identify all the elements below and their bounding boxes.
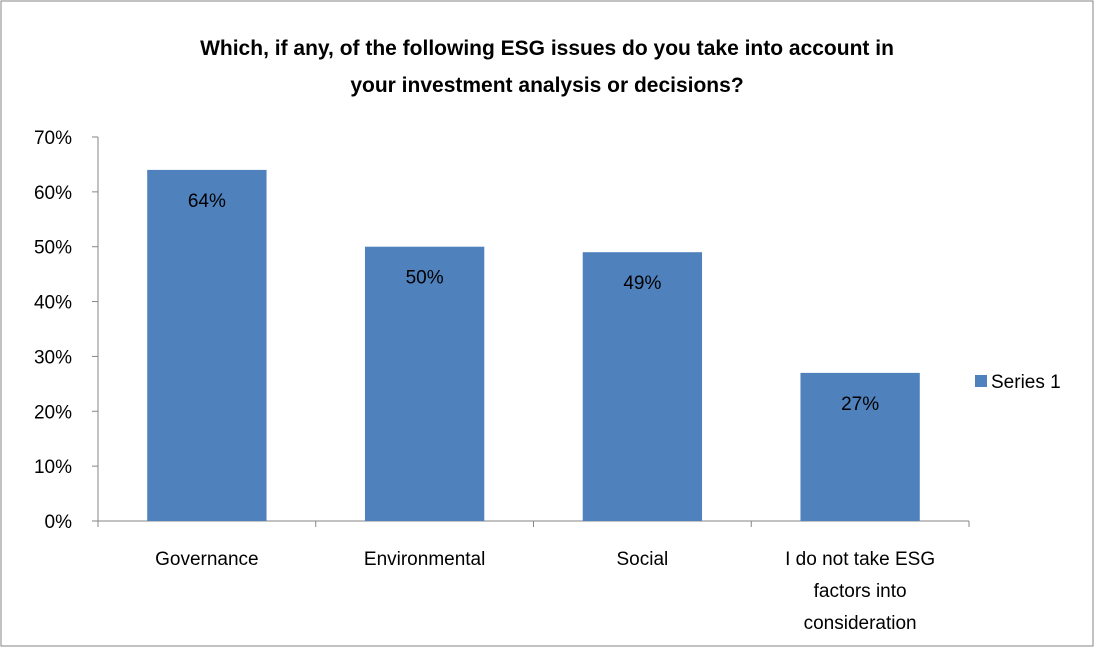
- data-label: 64%: [188, 191, 226, 212]
- data-label: 50%: [406, 268, 444, 289]
- y-tick-label: 0%: [45, 512, 73, 533]
- category-label: I do not take ESG: [785, 549, 935, 570]
- data-label: 49%: [623, 273, 661, 294]
- bars: [147, 169, 920, 521]
- legend-swatch: [975, 375, 987, 387]
- y-tick-label: 20%: [34, 402, 72, 423]
- y-tick-label: 10%: [34, 457, 72, 478]
- y-tick-label: 40%: [34, 293, 72, 314]
- data-label: 27%: [841, 394, 879, 415]
- category-label: Environmental: [364, 549, 485, 570]
- y-tick-label: 30%: [34, 347, 72, 368]
- chart-title-line: your investment analysis or decisions?: [350, 74, 743, 97]
- y-tick-label: 50%: [34, 238, 72, 259]
- axes: 0% 10% 20% 30% 40% 50% 60% 70%: [34, 128, 970, 533]
- bar: [800, 372, 920, 521]
- category-label: Social: [617, 549, 669, 570]
- data-labels: 64% 50% 49% 27%: [188, 191, 879, 415]
- chart-title: Which, if any, of the following ESG issu…: [200, 37, 894, 97]
- bar: [364, 246, 485, 521]
- bar: [147, 169, 267, 521]
- category-labels: Governance Environmental Social I do not ta…: [155, 549, 935, 634]
- category-label: consideration: [804, 613, 917, 634]
- chart-title-line: Which, if any, of the following ESG issu…: [200, 37, 894, 60]
- category-label: factors into: [814, 581, 907, 602]
- y-tick-label: 60%: [34, 183, 72, 204]
- legend-label: Series 1: [991, 372, 1061, 393]
- category-label: Governance: [155, 549, 259, 570]
- bar: [582, 252, 703, 521]
- legend: Series 1: [975, 372, 1061, 393]
- y-tick-label: 70%: [34, 128, 72, 149]
